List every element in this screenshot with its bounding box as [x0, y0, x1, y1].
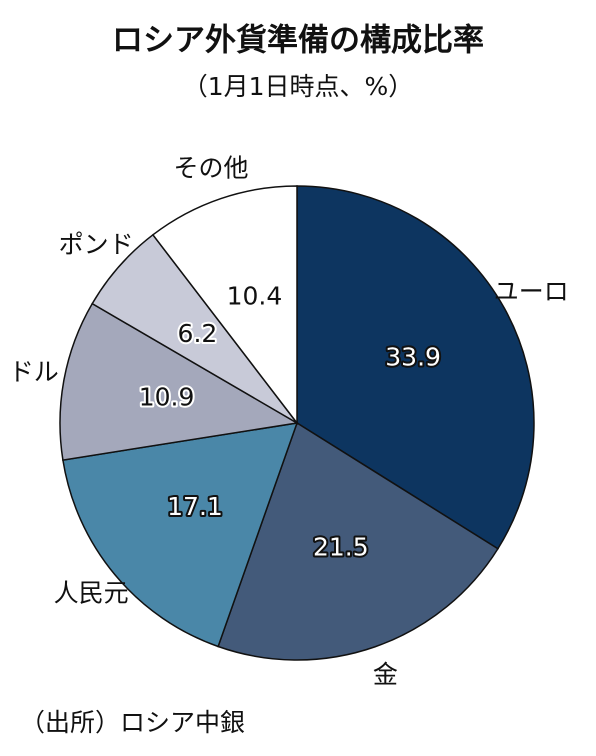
value-label: 33.9 — [385, 343, 441, 372]
source-note: （出所）ロシア中銀 — [20, 708, 245, 737]
value-label: 10.4 — [227, 281, 283, 310]
category-label: 人民元 — [54, 578, 129, 607]
pie-slice — [296, 185, 535, 550]
pie-slice — [151, 185, 298, 426]
category-label: その他 — [174, 153, 249, 182]
pie-slice — [62, 422, 299, 648]
category-label: ドル — [9, 358, 59, 387]
category-label: 金 — [373, 660, 398, 689]
value-label: 6.2 — [178, 319, 218, 348]
category-label: ユーロ — [494, 277, 569, 306]
chart-title: ロシア外貨準備の構成比率 — [112, 23, 484, 59]
value-label: 21.5 — [313, 532, 369, 561]
category-label: ポンド — [59, 230, 134, 259]
pie-slice — [217, 421, 499, 661]
value-label: 10.9 — [139, 383, 195, 412]
chart-subtitle: （1月1日時点、%） — [183, 72, 414, 101]
pie-slice — [59, 302, 300, 461]
value-label: 17.1 — [167, 492, 223, 521]
